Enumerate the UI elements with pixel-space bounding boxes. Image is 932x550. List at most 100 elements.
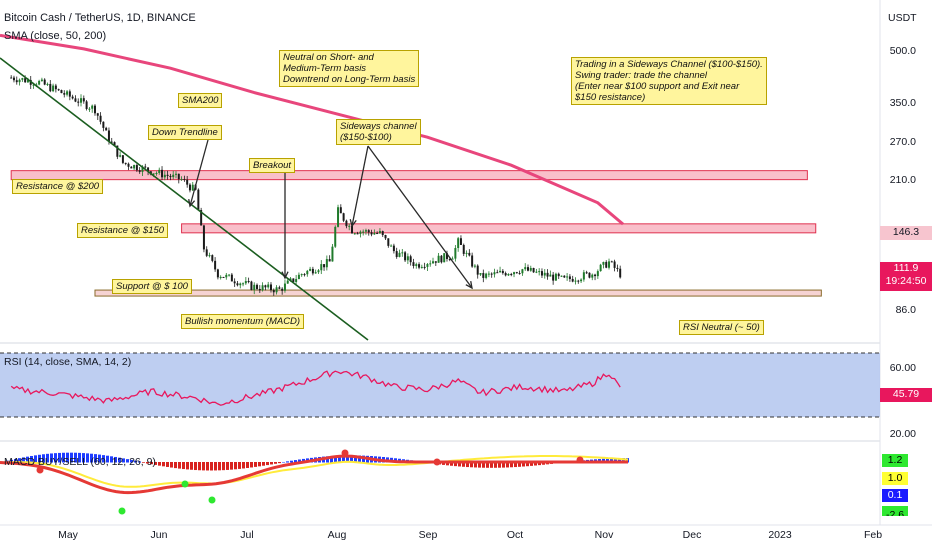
candle-body	[426, 264, 429, 267]
note-bullish-momentum[interactable]: Bullish momentum (MACD)	[181, 314, 305, 329]
last-price-value: 111.9	[893, 262, 919, 274]
candle-body	[107, 130, 110, 142]
macd-histogram-bar	[486, 462, 489, 468]
candle-body	[46, 83, 49, 85]
candle-body	[370, 232, 373, 235]
note-trading-channel[interactable]: Trading in a Sideways Channel ($100-$150…	[571, 57, 767, 105]
xtick-may: May	[58, 529, 78, 541]
macd-cross-dot	[433, 458, 441, 466]
macd-pane-label[interactable]: MACD BUY/SELL (60, 12, 26, 9)	[4, 456, 156, 468]
note-resistance-150[interactable]: Resistance @ $150	[77, 223, 169, 238]
candle-body	[250, 281, 253, 290]
note-sma200[interactable]: SMA200	[178, 93, 223, 108]
candle-body	[278, 287, 281, 289]
candle-body	[351, 225, 353, 234]
candle-body	[406, 256, 409, 261]
candle-body	[457, 238, 460, 249]
macd-histogram-bar	[74, 452, 77, 463]
candle-body	[543, 272, 546, 276]
macd-histogram-bar	[350, 455, 353, 463]
candle-body	[152, 173, 155, 175]
rsi-tick-60: 60.00	[889, 362, 916, 374]
candle-body	[404, 252, 407, 261]
rsi-line	[10, 370, 621, 406]
price-tick-500: 500.0	[889, 45, 916, 57]
xtick-aug: Aug	[327, 529, 347, 541]
candle-body	[468, 252, 471, 256]
macd-line	[0, 454, 628, 495]
candle-body	[233, 281, 236, 284]
candle-body	[487, 273, 490, 275]
candle-body	[49, 83, 52, 92]
candle-body	[323, 264, 326, 268]
candle-body	[303, 274, 306, 276]
macd-histogram-bar	[354, 455, 357, 463]
macd-histogram-bar	[534, 462, 537, 466]
candle-body	[314, 272, 317, 274]
candle-body	[102, 121, 105, 128]
note-down-trendline[interactable]: Down Trendline	[148, 125, 222, 140]
note-neutral[interactable]: Neutral on Short- and Medium-Term basis …	[279, 50, 420, 87]
candle-body	[605, 261, 608, 268]
sideways-arrow-right-head	[465, 280, 473, 290]
candle-body	[619, 268, 622, 278]
macd-histogram-bar	[94, 454, 97, 463]
macd-histogram-bar	[358, 455, 361, 463]
candle-body	[283, 283, 286, 291]
candle-body	[163, 174, 166, 178]
candle-body	[236, 283, 239, 286]
rsi-pane-label[interactable]: RSI (14, close, SMA, 14, 2)	[4, 356, 132, 368]
candle-body	[320, 264, 323, 271]
candle-body	[80, 98, 83, 103]
candle-body	[499, 270, 502, 273]
macd-histogram-bar	[186, 462, 189, 470]
candle-body	[77, 101, 80, 103]
candle-body	[169, 175, 172, 178]
macd-histogram-bar	[270, 462, 273, 465]
macd-histogram-bar	[230, 462, 233, 470]
macd-histogram-bar	[610, 458, 613, 463]
note-neutral-line: Medium-Term basis	[283, 63, 367, 74]
candle-body	[398, 252, 401, 257]
macd-histogram-bar	[150, 462, 153, 465]
note-resistance-200[interactable]: Resistance @ $200	[12, 179, 104, 194]
macd-histogram-bar	[58, 452, 61, 463]
sma-indicator-label[interactable]: SMA (close, 50, 200)	[4, 30, 107, 42]
candle-body	[32, 84, 35, 86]
macd-histogram-bar	[190, 462, 193, 470]
macd-histogram-bar	[266, 462, 269, 466]
note-trading-line: (Enter near $100 support and Exit near	[575, 81, 740, 92]
macd-histogram-bar	[106, 455, 109, 463]
price-tick-270: 270.0	[889, 136, 916, 148]
candle-body	[200, 210, 203, 226]
candle-body	[518, 273, 521, 275]
candle-body	[490, 273, 493, 275]
note-support-100[interactable]: Support @ $ 100	[112, 279, 192, 294]
candle-body	[85, 101, 88, 109]
candle-body	[359, 231, 362, 234]
macd-histogram-bar	[222, 462, 225, 471]
candle-body	[429, 263, 432, 265]
note-sideways-channel[interactable]: Sideways channel ($150-$100)	[336, 119, 421, 145]
macd-histogram-bar	[138, 461, 141, 463]
candle-body	[197, 189, 200, 211]
candle-body	[390, 245, 393, 247]
candle-body	[409, 256, 412, 263]
candle-body	[24, 78, 27, 83]
macd-histogram-bar	[490, 462, 493, 468]
macd-histogram-bar	[62, 452, 65, 463]
candle-body	[191, 184, 194, 191]
candle-body	[471, 255, 474, 267]
note-rsi-neutral[interactable]: RSI Neutral (~ 50)	[679, 320, 764, 335]
macd-histogram-bar	[214, 462, 217, 471]
sideways-arrow-right	[367, 145, 473, 289]
candle-body	[88, 108, 91, 110]
candle-body	[15, 80, 18, 83]
macd-histogram-bar	[278, 462, 281, 464]
candle-body	[507, 274, 510, 276]
candle-body	[577, 280, 580, 282]
candle-body	[367, 230, 370, 233]
note-breakout[interactable]: Breakout	[249, 158, 296, 173]
candle-body	[124, 162, 127, 164]
